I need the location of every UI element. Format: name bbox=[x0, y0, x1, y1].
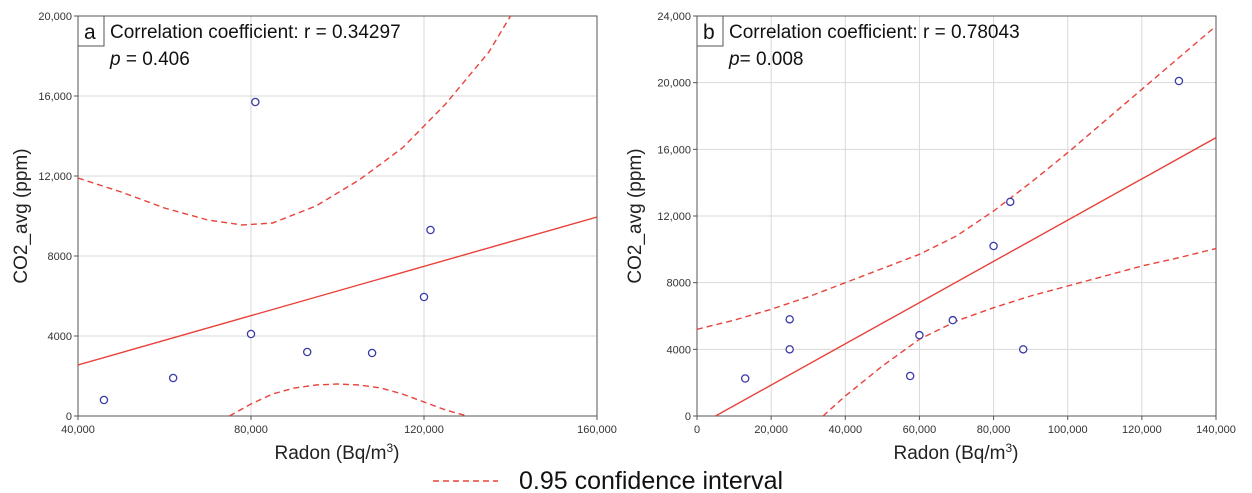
y-tick-label-b-6: 24,000 bbox=[657, 11, 691, 23]
x-axis-title-b: Radon (Bq/m3) bbox=[894, 441, 1019, 464]
x-tick-label-b-0: 0 bbox=[694, 424, 700, 436]
p-symbol-b: p bbox=[728, 49, 740, 70]
y-tick-label-a-5: 20,000 bbox=[38, 11, 72, 23]
panel-letter-a: a bbox=[84, 21, 96, 44]
ci-upper-curve-b bbox=[697, 25, 1216, 330]
data-point-a-0 bbox=[99, 395, 109, 405]
data-point-b-0 bbox=[740, 374, 750, 383]
y-tick-label-b-2: 8000 bbox=[667, 278, 691, 290]
panel-b: 0 20,000 40,000 60,000 80,000 100,000 120,000 1… bbox=[625, 11, 1236, 464]
p-value-b: = 0.008 bbox=[740, 49, 804, 70]
x-tick-label-b-5: 100,000 bbox=[1048, 424, 1088, 436]
x-tick-label-b-4: 80,000 bbox=[977, 424, 1011, 436]
y-tick-label-a-3: 12,000 bbox=[38, 171, 72, 183]
y-tick-label-a-1: 4000 bbox=[48, 331, 72, 343]
y-tick-label-a-0: 0 bbox=[66, 411, 72, 423]
panel-letter-a-box: a bbox=[77, 15, 105, 47]
x-tick-label-b-1: 20,000 bbox=[754, 424, 788, 436]
p-value-annotation-b: p= 0.008 bbox=[728, 49, 804, 70]
ci-upper-curve-a bbox=[78, 16, 512, 226]
y-tick-label-b-3: 12,000 bbox=[657, 211, 691, 223]
x-tick-label-a-1: 80,000 bbox=[234, 424, 268, 436]
data-point-a-5 bbox=[367, 348, 377, 358]
y-tick-label-b-4: 16,000 bbox=[657, 144, 691, 156]
x-tick-label-b-2: 40,000 bbox=[828, 424, 862, 436]
panel-letter-b: b bbox=[703, 21, 715, 44]
x-tick-label-b-6: 120,000 bbox=[1122, 424, 1162, 436]
x-tick-label-b-3: 60,000 bbox=[903, 424, 937, 436]
y-axis-title-b: CO2_avg (ppm) bbox=[625, 148, 646, 283]
data-point-b-8 bbox=[1018, 345, 1028, 354]
regression-line-b bbox=[715, 137, 1216, 416]
legend: 0.95 confidence interval bbox=[433, 467, 783, 493]
legend-label: 0.95 confidence interval bbox=[519, 467, 783, 493]
p-symbol-a: p bbox=[109, 49, 121, 70]
x-tick-label-a-0: 40,000 bbox=[61, 424, 95, 436]
y-tick-label-a-2: 8000 bbox=[48, 251, 72, 263]
ci-lower-curve-a bbox=[229, 383, 468, 416]
p-value-annotation-a: p = 0.406 bbox=[109, 49, 190, 70]
data-point-a-6 bbox=[419, 292, 429, 302]
y-tick-label-b-1: 4000 bbox=[667, 344, 691, 356]
data-point-a-4 bbox=[302, 347, 312, 357]
regression-line-a bbox=[78, 216, 597, 366]
data-point-b-7 bbox=[1006, 197, 1015, 207]
x-tick-label-a-2: 120,000 bbox=[404, 424, 444, 436]
y-axis-title-a: CO2_avg (ppm) bbox=[11, 148, 32, 283]
y-tick-label-a-4: 16,000 bbox=[38, 91, 72, 103]
data-point-b-3 bbox=[905, 371, 915, 381]
data-point-b-4 bbox=[915, 330, 924, 340]
x-tick-label-a-3: 160,000 bbox=[577, 424, 617, 436]
data-point-b-5 bbox=[948, 315, 958, 325]
data-point-a-2 bbox=[246, 329, 256, 339]
x-tick-label-b-7: 140,000 bbox=[1196, 424, 1236, 436]
y-tick-label-b-5: 20,000 bbox=[657, 78, 691, 90]
data-point-b-1 bbox=[785, 345, 794, 354]
data-point-b-9 bbox=[1174, 76, 1184, 86]
x-axis-title-a: Radon (Bq/m3) bbox=[275, 441, 400, 464]
p-value-a: = 0.406 bbox=[121, 49, 190, 70]
data-point-b-2 bbox=[785, 315, 794, 324]
panel-letter-b-box: b bbox=[696, 15, 724, 47]
correlation-annotation-b: Correlation coefficient: r = 0.78043 bbox=[729, 22, 1020, 43]
data-point-a-3 bbox=[251, 97, 260, 107]
ci-lower-curve-b bbox=[822, 247, 1216, 416]
data-point-a-7 bbox=[426, 225, 435, 235]
panel-a: 40,000 80,000 120,000 160,000 0 4000 8000 12,0… bbox=[11, 11, 617, 464]
data-point-a-1 bbox=[168, 373, 178, 383]
data-point-b-6 bbox=[989, 241, 998, 251]
plot-area-a bbox=[77, 15, 598, 417]
correlation-annotation-a: Correlation coefficient: r = 0.34297 bbox=[110, 22, 401, 43]
y-tick-label-b-0: 0 bbox=[685, 411, 691, 423]
